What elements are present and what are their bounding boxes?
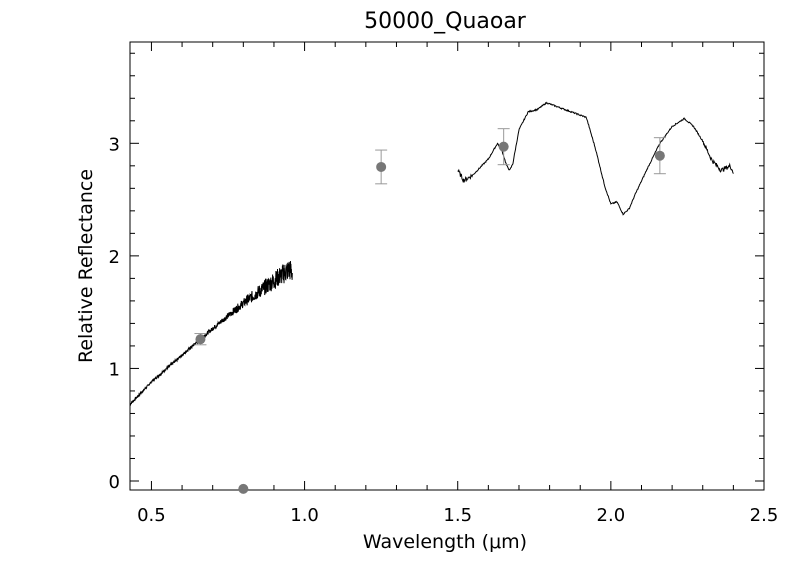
visible-spectrum-line [129,261,293,407]
x-tick-label: 2.5 [750,505,779,526]
y-tick-label: 2 [109,247,120,268]
x-axis-label: Wavelength (μm) [363,531,527,553]
y-axis-label: Relative Reflectance [75,169,97,363]
photometry-point [238,483,249,494]
y-tick-label: 3 [109,134,120,155]
photometry-point [498,141,509,152]
x-tick-label: 2.0 [597,505,626,526]
nir-spectrum-line [457,101,734,216]
x-tick-label: 1.0 [290,505,319,526]
x-tick-label: 1.5 [443,505,472,526]
photometry-point [654,150,665,161]
chart-title: 50000_Quaoar [364,9,527,34]
photometry-point [195,334,206,345]
plot-frame [129,41,765,491]
x-tick-label: 0.5 [137,505,166,526]
photometry-point [376,161,387,172]
y-tick-label: 1 [109,359,120,380]
y-tick-label: 0 [109,472,120,493]
